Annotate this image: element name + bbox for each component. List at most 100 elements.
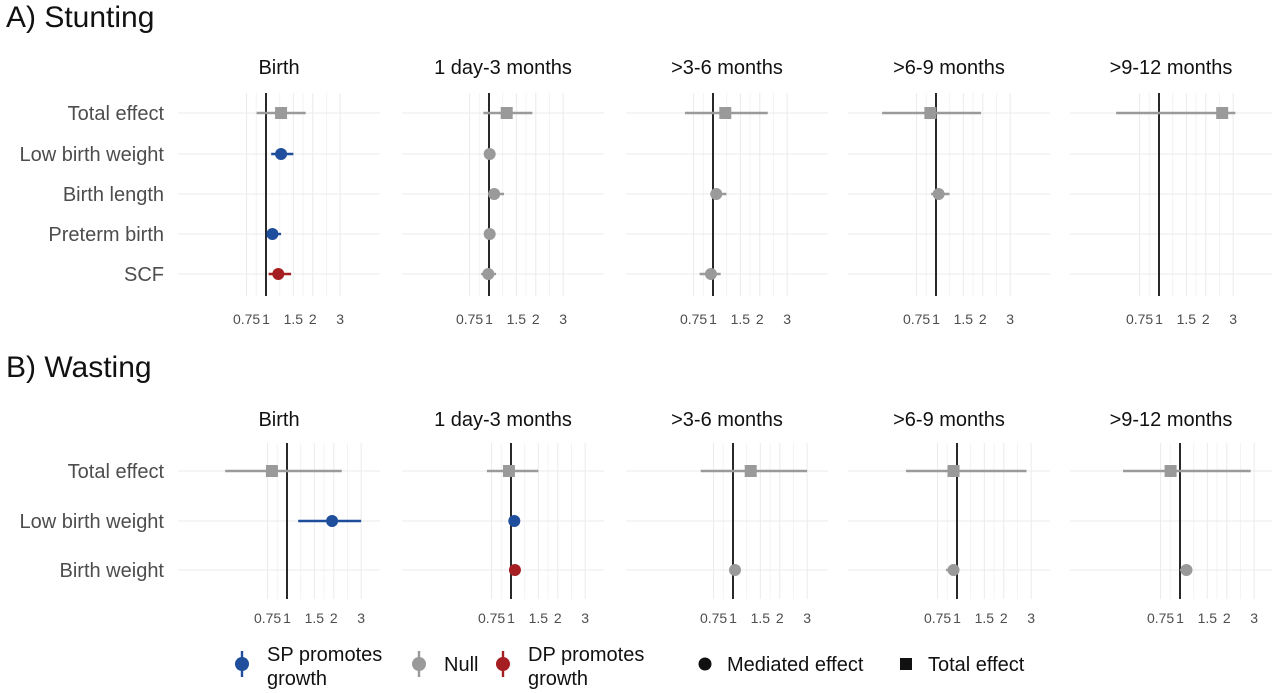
tick-label: 1.5 bbox=[954, 311, 974, 327]
tick-label: 2 bbox=[1000, 610, 1008, 626]
facet-a-stunting-birth: Birth 0.75 1 1.5 2 3 bbox=[178, 57, 380, 327]
tick-label: 0.75 bbox=[700, 610, 727, 626]
tick-label: 2 bbox=[309, 311, 317, 327]
tick-label: 1 bbox=[1176, 610, 1184, 626]
point-circle-birth-weight bbox=[728, 564, 741, 576]
tick-label: 0.75 bbox=[680, 311, 707, 327]
tick-label: 3 bbox=[803, 610, 811, 626]
point-circle-low-birth-weight bbox=[275, 148, 288, 160]
legend-shape-circle bbox=[698, 657, 712, 671]
point-circle-scf bbox=[482, 268, 495, 280]
point-square-total-effect bbox=[719, 107, 732, 119]
panel-wasting: B) Wasting Total effect Low birth weight B… bbox=[6, 351, 1272, 626]
facet-a-stunting-9-12-months: >9-12 months 0.75 1 1.5 2 3 bbox=[1070, 57, 1272, 327]
tick-label: 1.5 bbox=[751, 610, 771, 626]
legend-label-null: Null bbox=[444, 654, 478, 676]
tick-label: 0.75 bbox=[924, 610, 951, 626]
tick-label: 2 bbox=[532, 311, 540, 327]
point-square-total-effect bbox=[744, 465, 757, 477]
point-circle-birth-length bbox=[932, 188, 945, 200]
facet-title: 1 day-3 months bbox=[434, 57, 572, 79]
facet-title: Birth bbox=[258, 409, 299, 431]
tick-label: 3 bbox=[357, 610, 365, 626]
row-label-preterm-birth: Preterm birth bbox=[48, 224, 164, 246]
point-circle-birth-weight bbox=[947, 564, 960, 576]
facet-b-wasting-6-9-months: >6-9 months 0.75 1 1.5 2 3 bbox=[848, 409, 1050, 626]
point-circle-scf bbox=[704, 268, 717, 280]
tick-label: 2 bbox=[1202, 311, 1210, 327]
point-square-total-effect bbox=[924, 107, 937, 119]
tick-label: 1.5 bbox=[284, 311, 304, 327]
legend-label-sp: SP promotes bbox=[267, 644, 382, 666]
tick-label: 0.75 bbox=[1126, 311, 1153, 327]
legend-key-dot-null bbox=[412, 657, 426, 671]
facet-b-wasting-1-day-3-months: 1 day-3 months 0.75 1 1.5 2 3 bbox=[402, 409, 604, 626]
tick-label: 1.5 bbox=[507, 311, 527, 327]
tick-label: 3 bbox=[1250, 610, 1258, 626]
facet-title: >3-6 months bbox=[671, 57, 783, 79]
tick-label: 1 bbox=[507, 610, 515, 626]
tick-label: 0.75 bbox=[456, 311, 483, 327]
tick-label: 0.75 bbox=[1147, 610, 1174, 626]
legend-key-dot-dp bbox=[496, 657, 510, 671]
point-square-total-effect bbox=[275, 107, 288, 119]
point-circle-birth-length bbox=[488, 188, 501, 200]
point-circle-low-birth-weight bbox=[326, 515, 339, 527]
facet-title: >9-12 months bbox=[1110, 57, 1233, 79]
tick-label: 0.75 bbox=[478, 610, 505, 626]
facet-a-stunting-6-9-months: >6-9 months 0.75 1 1.5 2 3 bbox=[848, 57, 1050, 327]
tick-label: 1 bbox=[262, 311, 270, 327]
facet-title: 1 day-3 months bbox=[434, 409, 572, 431]
point-square-total-effect bbox=[1216, 107, 1229, 119]
tick-label: 2 bbox=[756, 311, 764, 327]
tick-label: 3 bbox=[1027, 610, 1035, 626]
point-circle-scf bbox=[272, 268, 285, 280]
tick-label: 1 bbox=[485, 311, 493, 327]
panel-stunting: A) Stunting Total effect Low birth weight… bbox=[6, 1, 1272, 327]
facet-a-stunting-3-6-months: >3-6 months 0.75 1 1.5 2 3 bbox=[626, 57, 828, 327]
point-circle-birth-length bbox=[710, 188, 723, 200]
point-circle-low-birth-weight bbox=[483, 148, 496, 160]
legend-label-sp: growth bbox=[267, 668, 327, 690]
panel-title-stunting: A) Stunting bbox=[6, 1, 154, 34]
panel-title-wasting: B) Wasting bbox=[6, 351, 152, 384]
legend-key-dot-sp bbox=[235, 657, 249, 671]
tick-label: 3 bbox=[336, 311, 344, 327]
tick-label: 3 bbox=[581, 610, 589, 626]
facet-b-wasting-9-12-months: >9-12 months 0.75 1 1.5 2 3 bbox=[1070, 409, 1272, 626]
tick-label: 1.5 bbox=[1198, 610, 1218, 626]
row-label-birth-weight: Birth weight bbox=[60, 560, 165, 582]
tick-label: 3 bbox=[783, 311, 791, 327]
legend-label-mediated: Mediated effect bbox=[727, 654, 864, 676]
facet-title: >6-9 months bbox=[893, 57, 1005, 79]
point-square-total-effect bbox=[947, 465, 960, 477]
row-label-low-birth-weight: Low birth weight bbox=[19, 511, 164, 533]
tick-label: 2 bbox=[776, 610, 784, 626]
tick-label: 3 bbox=[1006, 311, 1014, 327]
facet-b-wasting-3-6-months: >3-6 months 0.75 1 1.5 2 3 bbox=[626, 409, 828, 626]
facet-b-wasting-birth: Birth 0.75 1 1.5 2 3 bbox=[178, 409, 380, 626]
tick-label: 1 bbox=[709, 311, 717, 327]
facet-a-stunting-1-day-3-months: 1 day-3 months 0.75 1 1.5 2 3 bbox=[402, 57, 604, 327]
tick-label: 1 bbox=[953, 610, 961, 626]
point-square-total-effect bbox=[265, 465, 278, 477]
legend-label-dp: growth bbox=[528, 668, 588, 690]
row-label-total-effect: Total effect bbox=[68, 103, 165, 125]
tick-label: 2 bbox=[330, 610, 338, 626]
tick-label: 2 bbox=[554, 610, 562, 626]
point-circle-birth-weight bbox=[508, 564, 521, 576]
facet-title: >6-9 months bbox=[893, 409, 1005, 431]
tick-label: 1 bbox=[283, 610, 291, 626]
tick-label: 1.5 bbox=[731, 311, 751, 327]
tick-label: 1.5 bbox=[529, 610, 549, 626]
point-square-total-effect bbox=[500, 107, 513, 119]
point-square-total-effect bbox=[502, 465, 515, 477]
row-label-total-effect: Total effect bbox=[68, 461, 165, 483]
tick-label: 3 bbox=[559, 311, 567, 327]
row-label-scf: SCF bbox=[124, 264, 164, 286]
tick-label: 0.75 bbox=[903, 311, 930, 327]
point-circle-preterm-birth bbox=[483, 228, 496, 240]
facet-title: Birth bbox=[258, 57, 299, 79]
